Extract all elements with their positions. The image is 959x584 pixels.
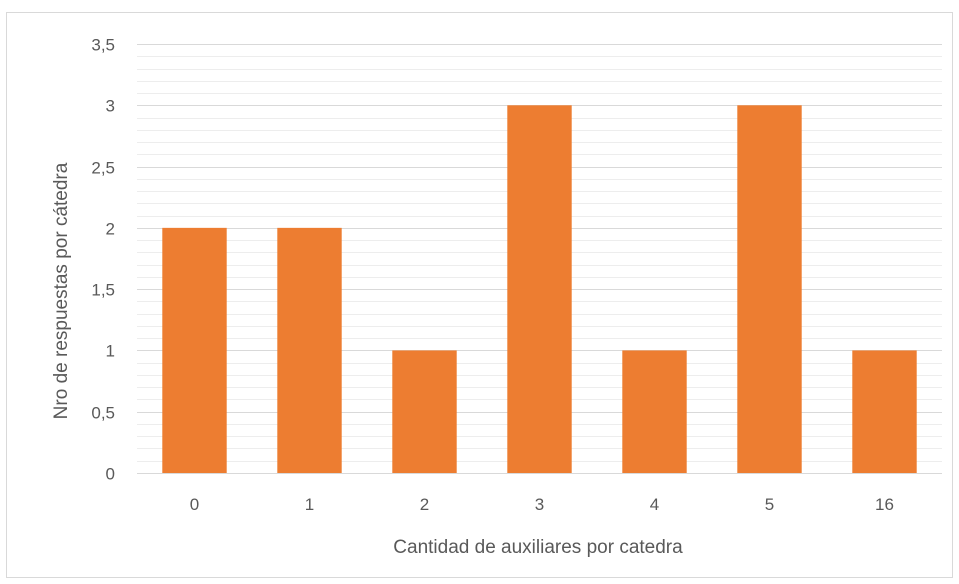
y-tick-label: 2 — [106, 220, 115, 239]
y-tick-label: 3,5 — [91, 36, 115, 55]
x-tick-labels: 0 1 2 3 4 5 16 — [190, 495, 894, 514]
y-axis-title: Nro de respuestas por cátedra — [51, 162, 72, 419]
x-axis-title: Cantidad de auxiliares por catedra — [393, 537, 683, 558]
x-tick-label: 3 — [535, 495, 544, 514]
bar-4 — [622, 350, 687, 473]
x-tick-label: 1 — [305, 495, 314, 514]
y-tick-label: 0,5 — [91, 404, 115, 423]
x-tick-label: 2 — [420, 495, 429, 514]
y-tick-labels: 0 0,5 1 1,5 2 2,5 3 3,5 — [91, 36, 115, 484]
x-tick-label: 4 — [650, 495, 659, 514]
y-tick-label: 1,5 — [91, 281, 115, 300]
bars — [162, 105, 917, 474]
bar-1 — [277, 227, 342, 473]
y-tick-label: 1 — [106, 342, 115, 361]
bar-2 — [392, 350, 457, 473]
y-tick-label: 2,5 — [91, 159, 115, 178]
y-tick-label: 0 — [106, 465, 115, 484]
bar-5 — [737, 105, 802, 474]
bar-16 — [852, 350, 917, 473]
bar-3 — [507, 105, 572, 474]
bar-0 — [162, 227, 227, 473]
x-tick-label: 0 — [190, 495, 199, 514]
y-tick-label: 3 — [106, 97, 115, 116]
x-tick-label: 16 — [875, 495, 894, 514]
x-tick-label: 5 — [765, 495, 774, 514]
